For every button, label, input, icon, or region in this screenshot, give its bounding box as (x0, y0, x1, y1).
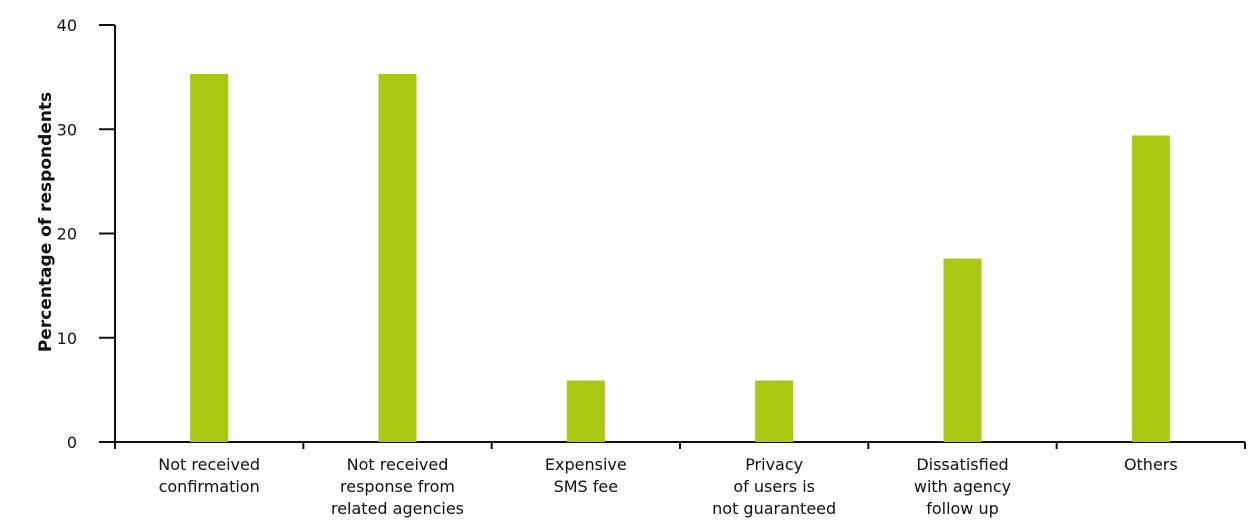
category-label-line: not guaranteed (712, 499, 836, 518)
y-tick-label: 40 (57, 16, 77, 35)
bar (943, 258, 982, 442)
bar (755, 380, 794, 442)
category-label-line: Not received (158, 455, 260, 474)
category-label-line: with agency (914, 477, 1011, 496)
category-label-line: follow up (926, 499, 999, 518)
category-label-line: Others (1124, 455, 1178, 474)
bars (190, 73, 1170, 442)
bar (190, 73, 229, 442)
category-label-line: confirmation (159, 477, 260, 496)
y-tick-label: 10 (57, 329, 77, 348)
category-label: Not received response from related agencie… (331, 455, 464, 518)
y-tick-label: 20 (57, 225, 77, 244)
category-label-line: Privacy (745, 455, 803, 474)
y-axis: 0 10 20 30 40 (57, 16, 116, 452)
bar (1131, 135, 1170, 442)
category-label: Expensive SMS fee (545, 455, 627, 496)
category-label: Not received confirmation (158, 455, 260, 496)
category-label-line: related agencies (331, 499, 464, 518)
category-label: Others (1124, 455, 1178, 474)
category-label-line: Expensive (545, 455, 627, 474)
category-label-line: response from (340, 477, 455, 496)
bar (566, 380, 605, 442)
category-label-line: Not received (347, 455, 449, 474)
bar (378, 73, 417, 442)
y-tick-label: 0 (67, 433, 77, 452)
category-labels: Not received confirmation Not received resp… (158, 455, 1177, 518)
category-label-line: SMS fee (554, 477, 619, 496)
category-label-line: Dissatisfied (916, 455, 1008, 474)
category-label: Dissatisfied with agency follow up (914, 455, 1011, 518)
category-label-line: of users is (733, 477, 815, 496)
y-tick-label: 30 (57, 120, 77, 139)
y-axis-title: Percentage of respondents (36, 92, 56, 352)
category-label: Privacy of users is not guaranteed (712, 455, 836, 518)
x-axis (114, 441, 1246, 449)
